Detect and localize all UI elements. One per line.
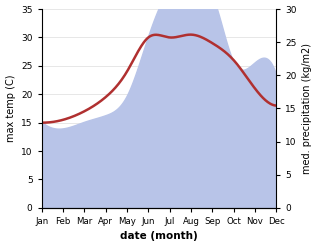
X-axis label: date (month): date (month) xyxy=(120,231,198,242)
Y-axis label: max temp (C): max temp (C) xyxy=(5,75,16,142)
Y-axis label: med. precipitation (kg/m2): med. precipitation (kg/m2) xyxy=(302,43,313,174)
